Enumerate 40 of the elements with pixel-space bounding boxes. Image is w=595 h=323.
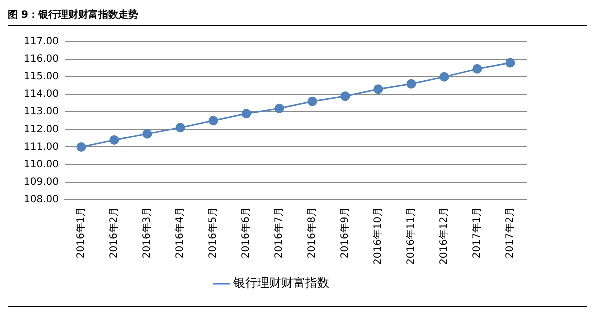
y-tick-label: 112.00 xyxy=(24,124,59,136)
point xyxy=(374,84,384,94)
point xyxy=(274,104,284,114)
x-tick-label: 2016年7月 xyxy=(273,206,286,259)
point xyxy=(440,72,450,82)
x-tick-label: 2016年4月 xyxy=(174,206,186,259)
point xyxy=(506,58,516,68)
legend-label: 银行理财财富指数 xyxy=(232,276,330,290)
y-tick-label: 113.00 xyxy=(24,106,59,118)
y-tick-label: 109.00 xyxy=(24,176,59,188)
y-tick-label: 108.00 xyxy=(24,194,59,206)
point xyxy=(110,135,120,145)
point xyxy=(340,92,350,102)
x-tick-label: 2016年3月 xyxy=(141,206,154,259)
point xyxy=(176,123,186,133)
x-tick-label: 2016年8月 xyxy=(306,206,318,259)
y-tick-label: 110.00 xyxy=(24,159,59,170)
x-tick-label: 2017年2月 xyxy=(504,206,516,259)
x-tick-label: 2016年1月 xyxy=(75,206,88,259)
point xyxy=(242,109,252,119)
chart-title: 图 9：银行理财财富指数走势 xyxy=(8,8,140,23)
y-tick-label: 117.00 xyxy=(24,36,59,48)
y-tick-label: 115.00 xyxy=(24,72,59,83)
point xyxy=(406,79,416,89)
y-tick-label: 116.00 xyxy=(24,54,59,66)
x-tick-label: 2016年9月 xyxy=(339,206,352,259)
x-tick-label: 2016年5月 xyxy=(207,206,220,259)
x-tick-label: 2017年1月 xyxy=(471,206,484,259)
x-tick-label: 2016年11月 xyxy=(405,206,418,266)
point xyxy=(472,64,482,74)
point xyxy=(142,129,152,139)
y-tick-label: 111.00 xyxy=(24,142,59,153)
point xyxy=(308,96,318,106)
x-tick-label: 2016年6月 xyxy=(240,206,252,259)
point xyxy=(76,142,86,152)
x-tick-label: 2016年2月 xyxy=(108,206,120,259)
point xyxy=(208,116,218,126)
y-tick-label: 114.00 xyxy=(24,89,59,100)
x-tick-label: 2016年12月 xyxy=(438,206,450,266)
x-tick-label: 2016年10月 xyxy=(372,206,384,266)
